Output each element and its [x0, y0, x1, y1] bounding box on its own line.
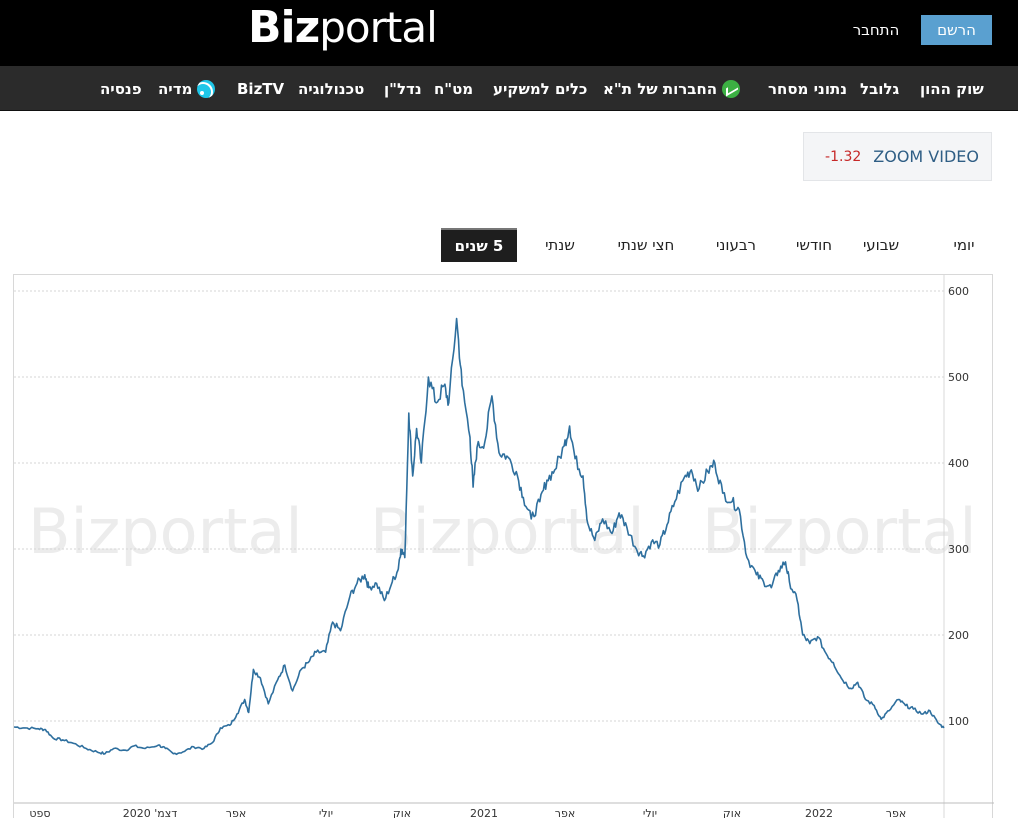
price-chart-svg: Bizportal Bizportal Bizportal 100 200 300 400…: [14, 275, 994, 818]
y-tick-label: 200: [948, 629, 969, 642]
y-tick-label: 100: [948, 715, 969, 728]
tab-monthly[interactable]: חודשי: [795, 236, 833, 254]
nav-item-label: BizTV: [237, 79, 285, 98]
stock-name: ZOOM VIDEO: [873, 147, 979, 166]
tab-five-years[interactable]: 5 שנים: [441, 228, 517, 262]
price-chart[interactable]: Bizportal Bizportal Bizportal 100 200 300 400…: [13, 274, 994, 818]
stock-summary[interactable]: ZOOM VIDEO -1.32: [803, 132, 992, 181]
x-tick-label: יולי: [319, 807, 333, 818]
nav-item-label: גלובל: [860, 79, 900, 98]
nav-item-investor-tools[interactable]: כלים למשקיע: [493, 66, 587, 111]
nav-item-label: שוק ההון: [920, 79, 984, 98]
watermark-text: Bizportal: [370, 495, 645, 568]
register-button[interactable]: הרשם: [921, 15, 992, 45]
nav-item-label: מט"ח: [434, 79, 474, 98]
x-tick-label: 2021: [470, 807, 498, 818]
nav-item-label: מדיה: [158, 79, 193, 98]
nav-item-biztv[interactable]: BizTV: [237, 66, 284, 111]
nav-item-forex[interactable]: מט"ח: [434, 66, 473, 111]
nav-item-label: החברות של ת"א: [603, 79, 718, 98]
logo-portal-text: portal: [319, 3, 437, 52]
x-tick-label: אפר: [555, 807, 575, 818]
x-tick-label: יולי: [643, 807, 657, 818]
nav-item-label: כלים למשקיע: [493, 79, 588, 98]
x-tick-label: 2022: [805, 807, 833, 818]
nav-item-ta-companies[interactable]: החברות של ת"א: [603, 66, 741, 111]
y-tick-label: 600: [948, 285, 969, 298]
tab-half-yearly[interactable]: חצי שנתי: [617, 236, 675, 254]
nav-item-label: פנסיה: [100, 79, 142, 98]
y-tick-label: 400: [948, 457, 969, 470]
x-tick-label: דצמ' 2020: [123, 807, 178, 818]
x-tick-label: אוק: [393, 807, 411, 818]
nav-item-media[interactable]: מדיה: [158, 66, 216, 111]
trend-up-icon: [722, 79, 741, 98]
nav-item-technology[interactable]: טכנולוגיה: [298, 66, 364, 111]
x-tick-label: אוק: [723, 807, 741, 818]
login-link[interactable]: התחבר: [852, 21, 900, 39]
rss-icon: [197, 79, 216, 98]
nav-item-pension[interactable]: פנסיה: [100, 66, 142, 111]
x-tick-label: אפר: [226, 807, 246, 818]
x-tick-label: אפר: [886, 807, 906, 818]
nav-item-label: טכנולוגיה: [298, 79, 365, 98]
tab-weekly[interactable]: שבועי: [862, 236, 900, 254]
nav-item-trading-data[interactable]: נתוני מסחר: [768, 66, 847, 111]
x-tick-label: ספט: [29, 807, 50, 818]
tab-quarterly[interactable]: רבעוני: [716, 236, 756, 254]
y-tick-label: 300: [948, 543, 969, 556]
main-nav: שוק ההון גלובל נתוני מסחר החברות של ת"א …: [0, 66, 1018, 111]
price-line: [14, 317, 945, 756]
watermark-text: Bizportal: [702, 495, 977, 568]
nav-item-label: נתוני מסחר: [768, 79, 848, 98]
tab-daily[interactable]: יומי: [953, 236, 975, 254]
logo-biz-text: Biz: [248, 2, 320, 53]
top-header: Biz portal התחבר הרשם: [0, 0, 1018, 66]
tab-yearly[interactable]: שנתי: [545, 236, 575, 254]
y-tick-label: 500: [948, 371, 969, 384]
watermark-text: Bizportal: [28, 495, 303, 568]
stock-change: -1.32: [825, 148, 862, 165]
nav-item-global[interactable]: גלובל: [860, 66, 899, 111]
nav-item-capital-market[interactable]: שוק ההון: [920, 66, 984, 111]
nav-item-label: נדל"ן: [384, 79, 422, 98]
nav-item-real-estate[interactable]: נדל"ן: [384, 66, 422, 111]
bizportal-logo[interactable]: Biz portal: [248, 2, 438, 56]
